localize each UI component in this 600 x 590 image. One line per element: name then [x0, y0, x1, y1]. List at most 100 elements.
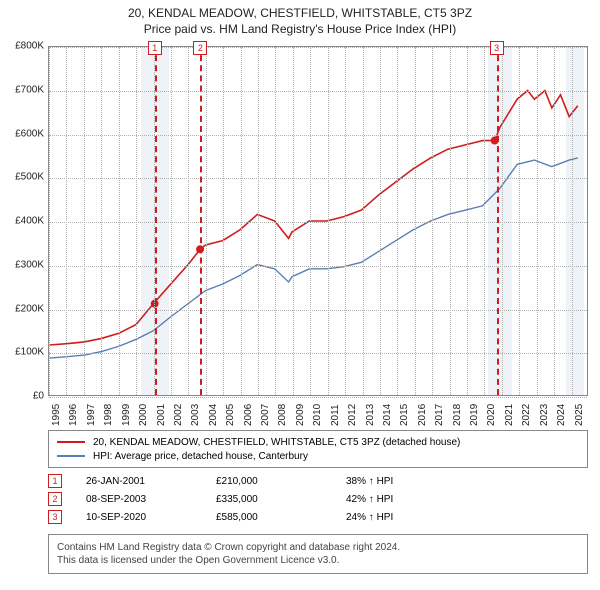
x-tick-label: 2009 [295, 404, 306, 426]
gridline-h [49, 135, 587, 136]
legend: 20, KENDAL MEADOW, CHESTFIELD, WHITSTABL… [48, 430, 588, 468]
title-line-1: 20, KENDAL MEADOW, CHESTFIELD, WHITSTABL… [0, 6, 600, 20]
gridline-v [484, 47, 485, 395]
y-tick-label: £200K [15, 303, 44, 314]
gridline-v [206, 47, 207, 395]
x-tick-label: 2005 [225, 404, 236, 426]
event-delta-2: 42% ↑ HPI [346, 494, 476, 505]
gridline-v [554, 47, 555, 395]
gridline-v [397, 47, 398, 395]
event-badge-3: 3 [48, 510, 62, 524]
gridline-h [49, 266, 587, 267]
legend-item-hpi: HPI: Average price, detached house, Cant… [57, 449, 579, 463]
gridline-h [49, 353, 587, 354]
gridline-v [223, 47, 224, 395]
event-row-1: 1 26-JAN-2001 £210,000 38% ↑ HPI [48, 472, 588, 490]
gridline-v [66, 47, 67, 395]
x-tick-label: 2010 [312, 404, 323, 426]
x-tick-label: 2006 [243, 404, 254, 426]
gridline-v [572, 47, 573, 395]
x-tick-label: 2001 [156, 404, 167, 426]
event-price-1: £210,000 [216, 476, 346, 487]
event-badge-2: 2 [48, 492, 62, 506]
events-table: 1 26-JAN-2001 £210,000 38% ↑ HPI 2 08-SE… [48, 472, 588, 526]
event-marker-box: 2 [193, 41, 207, 55]
x-tick-label: 1996 [68, 404, 79, 426]
x-tick-label: 2004 [208, 404, 219, 426]
footer-line-2: This data is licensed under the Open Gov… [57, 554, 579, 567]
x-tick-label: 2011 [330, 404, 341, 426]
gridline-v [136, 47, 137, 395]
x-tick-label: 2014 [382, 404, 393, 426]
x-tick-label: 2012 [347, 404, 358, 426]
gridline-v [363, 47, 364, 395]
gridline-v [380, 47, 381, 395]
gridline-v [258, 47, 259, 395]
x-tick-label: 1997 [86, 404, 97, 426]
gridline-h [49, 310, 587, 311]
x-tick-label: 2017 [434, 404, 445, 426]
y-tick-label: £500K [15, 172, 44, 183]
y-tick-label: £600K [15, 128, 44, 139]
gridline-h [49, 178, 587, 179]
gridline-h [49, 47, 587, 48]
gridline-v [275, 47, 276, 395]
event-date-3: 10-SEP-2020 [86, 512, 216, 523]
legend-swatch-hpi [57, 455, 85, 457]
x-tick-label: 2000 [138, 404, 149, 426]
gridline-v [171, 47, 172, 395]
legend-swatch-property [57, 441, 85, 443]
gridline-h [49, 222, 587, 223]
legend-label-property: 20, KENDAL MEADOW, CHESTFIELD, WHITSTABL… [93, 437, 460, 448]
x-tick-label: 2016 [417, 404, 428, 426]
gridline-v [101, 47, 102, 395]
x-tick-label: 1998 [103, 404, 114, 426]
gridline-v [119, 47, 120, 395]
gridline-v [415, 47, 416, 395]
event-marker-box: 3 [490, 41, 504, 55]
x-tick-label: 2018 [452, 404, 463, 426]
event-delta-3: 24% ↑ HPI [346, 512, 476, 523]
gridline-v [310, 47, 311, 395]
x-tick-label: 2015 [399, 404, 410, 426]
event-line [155, 45, 157, 395]
gridline-h [49, 397, 587, 398]
gridline-v [519, 47, 520, 395]
gridline-v [241, 47, 242, 395]
x-tick-label: 1995 [51, 404, 62, 426]
gridline-v [537, 47, 538, 395]
x-tick-label: 2013 [365, 404, 376, 426]
x-tick-label: 2003 [190, 404, 201, 426]
legend-item-property: 20, KENDAL MEADOW, CHESTFIELD, WHITSTABL… [57, 435, 579, 449]
x-tick-label: 2008 [277, 404, 288, 426]
event-date-2: 08-SEP-2003 [86, 494, 216, 505]
chart-titles: 20, KENDAL MEADOW, CHESTFIELD, WHITSTABL… [0, 0, 600, 36]
chart-svg [49, 47, 587, 395]
event-date-1: 26-JAN-2001 [86, 476, 216, 487]
event-marker-box: 1 [148, 41, 162, 55]
event-row-3: 3 10-SEP-2020 £585,000 24% ↑ HPI [48, 508, 588, 526]
gridline-v [467, 47, 468, 395]
x-tick-label: 2020 [486, 404, 497, 426]
gridline-v [450, 47, 451, 395]
plot-area: 123 [48, 46, 588, 396]
x-tick-label: 2007 [260, 404, 271, 426]
y-tick-label: £800K [15, 41, 44, 52]
gridline-v [502, 47, 503, 395]
gridline-h [49, 91, 587, 92]
gridline-v [188, 47, 189, 395]
x-tick-label: 2021 [504, 404, 515, 426]
gridline-v [293, 47, 294, 395]
title-line-2: Price paid vs. HM Land Registry's House … [0, 22, 600, 36]
y-tick-label: £0 [33, 391, 44, 402]
gridline-v [345, 47, 346, 395]
event-badge-1: 1 [48, 474, 62, 488]
y-tick-label: £700K [15, 84, 44, 95]
event-line [200, 45, 202, 395]
event-delta-1: 38% ↑ HPI [346, 476, 476, 487]
footer-line-1: Contains HM Land Registry data © Crown c… [57, 541, 579, 554]
x-tick-label: 2022 [521, 404, 532, 426]
x-tick-label: 1999 [121, 404, 132, 426]
gridline-v [49, 47, 50, 395]
x-tick-label: 2024 [556, 404, 567, 426]
